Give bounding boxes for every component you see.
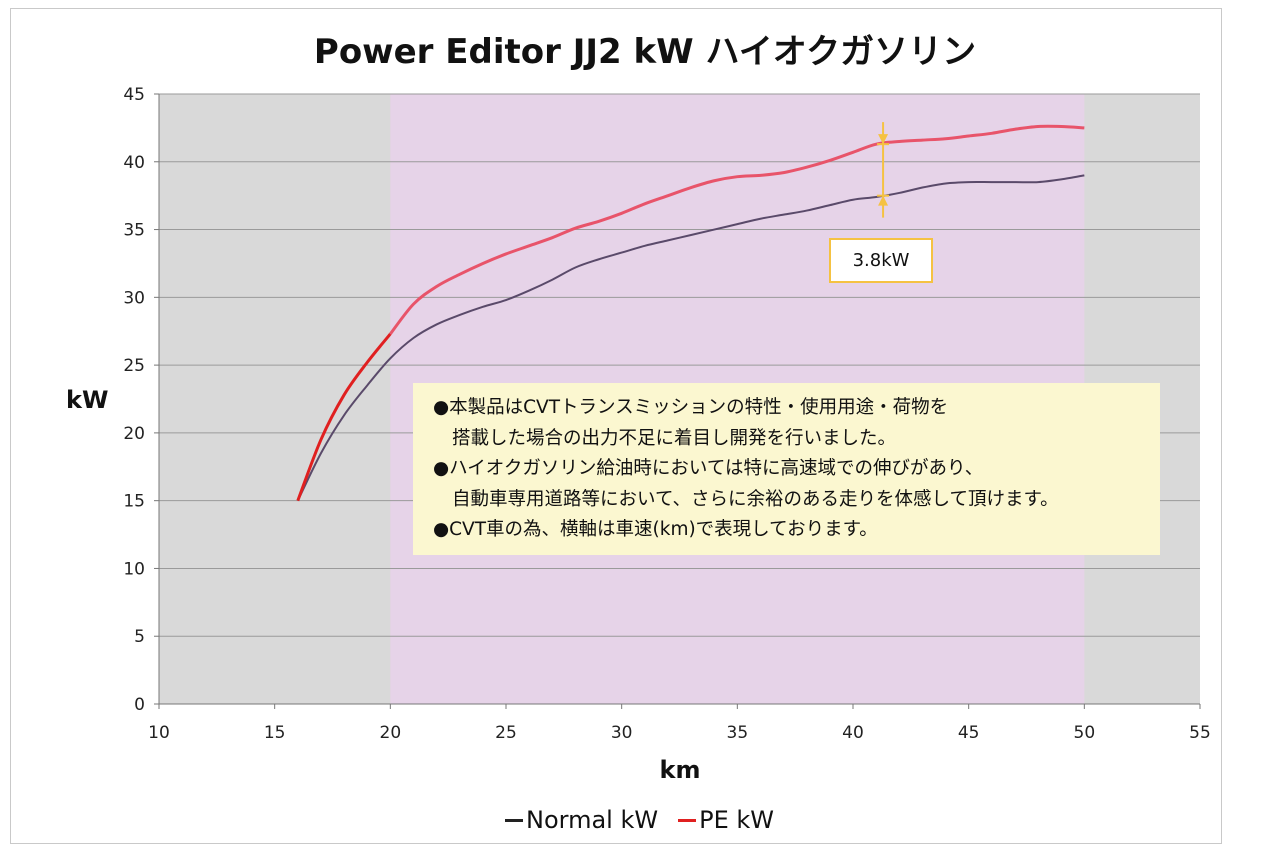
y-tick-label-20: 20 xyxy=(123,424,145,444)
y-axis-label: kW xyxy=(66,386,109,414)
y-tick-label-45: 45 xyxy=(123,85,145,105)
y-tick-label-30: 30 xyxy=(123,288,145,308)
series-line-pe-low xyxy=(296,332,392,502)
x-tick-label-50: 50 xyxy=(1074,723,1096,743)
note-line-5: ●CVT車の為、横軸は車速(km)で表現しております。 xyxy=(433,519,878,540)
series-line-pe xyxy=(389,124,1085,335)
x-axis-label: km xyxy=(659,756,701,784)
x-tick-label-45: 45 xyxy=(958,723,980,743)
y-tick-label-25: 25 xyxy=(123,356,145,376)
legend-swatch-pe xyxy=(678,818,697,822)
y-tick-label-0: 0 xyxy=(134,695,145,715)
y-tick-label-10: 10 xyxy=(123,559,145,579)
note-line-4: 自動車専用道路等において、さらに余裕のある走りを体感して頂けます。 xyxy=(452,488,1059,510)
note-line-3: ●ハイオクガソリン給油時においては特に高速域での伸びがあり、 xyxy=(433,458,984,479)
legend: Normal kW PE kW xyxy=(0,806,1279,834)
legend-item-pe: PE kW xyxy=(678,806,774,834)
note-line-1: ●本製品はCVTトランスミッションの特性・使用用途・荷物を xyxy=(433,397,949,418)
note-line-2: 搭載した場合の出力不足に着目し開発を行いました。 xyxy=(452,427,897,449)
y-tick-label-5: 5 xyxy=(134,627,145,647)
difference-arrow-head-top xyxy=(878,134,889,145)
x-tick-label-35: 35 xyxy=(727,723,749,743)
difference-callout: 3.8kW xyxy=(829,238,933,283)
y-tick-label-15: 15 xyxy=(123,492,145,512)
x-tick-label-10: 10 xyxy=(148,723,170,743)
y-tick-label-40: 40 xyxy=(123,153,145,173)
chart-title: Power Editor JJ2 kW ハイオクガソリン xyxy=(313,32,977,72)
x-tick-label-55: 55 xyxy=(1189,723,1211,743)
series-line-normal xyxy=(296,174,1085,502)
legend-label-normal: Normal kW xyxy=(526,806,659,834)
legend-swatch-normal xyxy=(505,818,523,822)
difference-arrow-head-bottom xyxy=(878,195,889,206)
legend-label-pe: PE kW xyxy=(699,806,774,834)
y-tick-label-35: 35 xyxy=(123,221,145,241)
legend-item-normal: Normal kW xyxy=(505,806,658,834)
x-tick-label-20: 20 xyxy=(380,723,402,743)
note-box: ●本製品はCVTトランスミッションの特性・使用用途・荷物を 搭載した場合の出力不… xyxy=(413,383,1160,555)
x-tick-label-15: 15 xyxy=(264,723,286,743)
x-tick-label-40: 40 xyxy=(842,723,864,743)
x-tick-label-25: 25 xyxy=(495,723,517,743)
x-tick-label-30: 30 xyxy=(611,723,633,743)
